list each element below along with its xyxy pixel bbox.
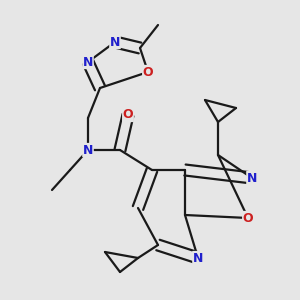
Text: O: O	[143, 65, 153, 79]
Text: O: O	[123, 109, 133, 122]
Text: N: N	[247, 172, 257, 184]
Text: N: N	[110, 35, 120, 49]
Text: O: O	[243, 212, 253, 224]
Text: N: N	[83, 56, 93, 68]
Text: N: N	[193, 251, 203, 265]
Text: N: N	[83, 143, 93, 157]
